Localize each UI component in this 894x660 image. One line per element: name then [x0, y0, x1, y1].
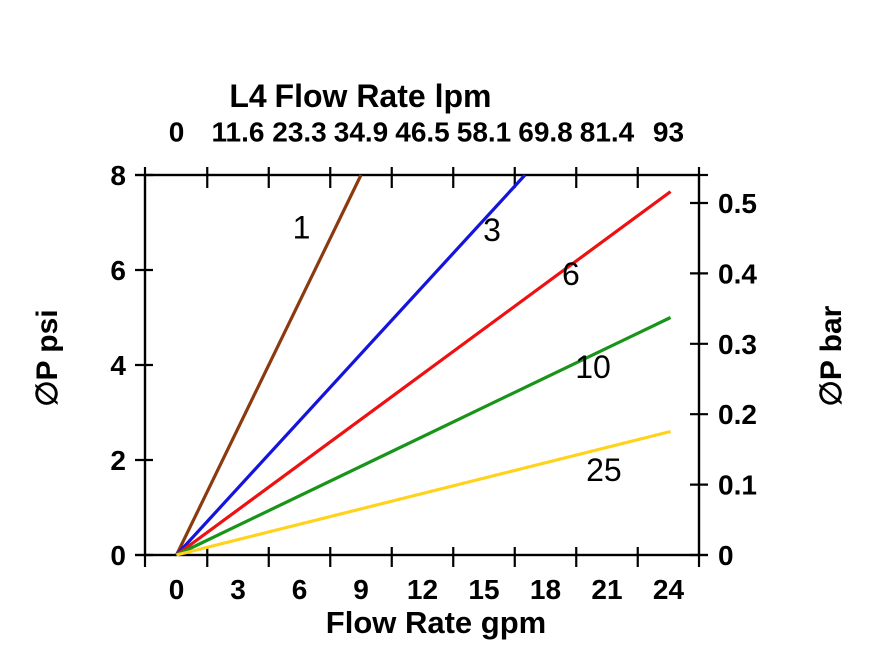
x-tick-label-top: 93	[653, 117, 684, 148]
y-tick-label-left: 4	[110, 350, 126, 381]
x-tick-label-bottom: 18	[530, 574, 561, 605]
series-label-3: 3	[483, 212, 501, 248]
x-tick-label-bottom: 3	[230, 574, 246, 605]
y-axis-title-right: ∅P bar	[815, 305, 848, 406]
y-axis-title-left: ∅P psi	[31, 309, 64, 406]
y-tick-label-left: 0	[110, 540, 126, 571]
x-tick-label-top: 23.3	[272, 117, 327, 148]
y-tick-label-right: 0.4	[718, 258, 757, 289]
y-tick-label-left: 2	[110, 445, 126, 476]
y-tick-label-left: 8	[110, 160, 126, 191]
x-tick-label-bottom: 12	[407, 574, 438, 605]
x-tick-label-bottom: 24	[653, 574, 685, 605]
x-tick-label-top: 81.4	[580, 117, 635, 148]
x-tick-label-bottom: 21	[591, 574, 622, 605]
y-tick-label-right: 0	[718, 540, 734, 571]
x-tick-label-top: 46.5	[395, 117, 450, 148]
chart-title-model: L4	[229, 78, 267, 114]
series-line-6	[175, 190, 672, 557]
series-label-6: 6	[562, 256, 580, 292]
x-tick-label-top: 0	[169, 117, 185, 148]
x-tick-label-top: 11.6	[212, 117, 265, 148]
series-line-10	[175, 316, 672, 557]
x-tick-label-bottom: 15	[468, 574, 499, 605]
x-axis-title-bottom: Flow Rate gpm	[326, 605, 546, 640]
series-line-1	[175, 174, 363, 556]
x-tick-label-bottom: 9	[353, 574, 369, 605]
chart-title-top-axis: Flow Rate lpm	[275, 78, 492, 114]
y-tick-label-left: 6	[110, 255, 126, 286]
x-tick-label-bottom: 0	[169, 574, 185, 605]
series-label-25: 25	[586, 452, 622, 488]
series-label-10: 10	[575, 349, 611, 385]
plot-generated-content: 0 11.6 23.3 34.9 46.5 58.1 69.8 81.4 930 3 6 9 12 15 1…	[110, 117, 757, 606]
series-line-25	[176, 429, 671, 557]
series-label-1: 1	[293, 209, 311, 245]
x-tick-label-top: 34.9	[334, 117, 389, 148]
y-tick-label-right: 0.1	[718, 470, 757, 501]
y-tick-label-right: 0.5	[718, 188, 757, 219]
series-line-3	[175, 173, 527, 557]
x-tick-label-top: 58.1	[457, 117, 512, 148]
x-tick-label-top: 69.8	[518, 117, 573, 148]
y-tick-label-right: 0.3	[718, 329, 757, 360]
x-tick-label-bottom: 6	[292, 574, 308, 605]
y-tick-label-right: 0.2	[718, 399, 757, 430]
